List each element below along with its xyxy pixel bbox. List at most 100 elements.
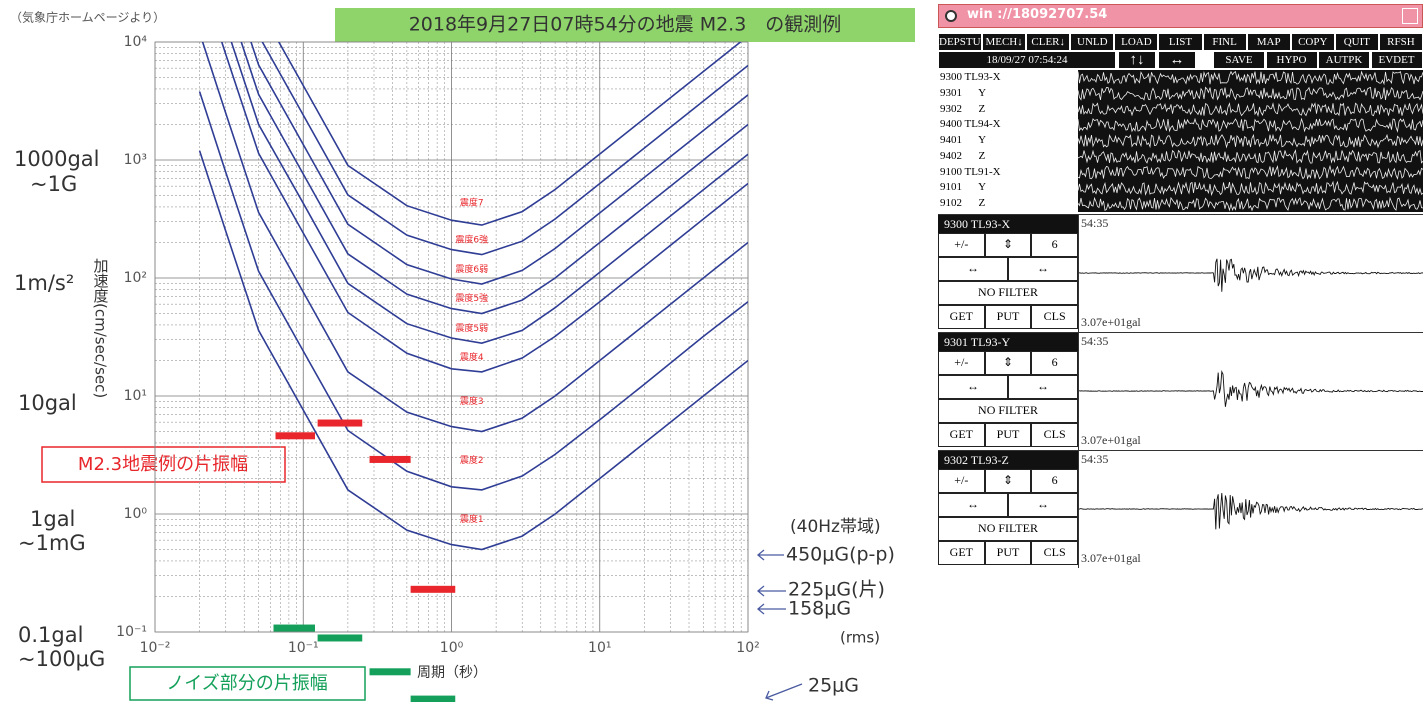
side-note: (40Hz帯域) [790,517,881,537]
trace-panel: 9301 TL93-Y+/-⇕6↔↔NO FILTERGETPUTCLS54:3… [938,332,1423,450]
control-button[interactable]: +/- [938,469,985,493]
title-bar: win ://18092707.54 [938,4,1423,28]
source-note: （気象庁ホームページより） [10,10,165,25]
unit-label: ~1G [30,172,77,196]
menu-button[interactable]: MAP [1247,33,1291,51]
monitor-trace [1078,72,1423,85]
curve-label: 震度4 [460,351,484,363]
trace-area: 54:353.07e+01gal [1078,451,1423,568]
menu-button[interactable]: ↑↓ [1118,51,1156,69]
unit-label: 10gal [18,391,77,415]
unit-label: 1gal [30,507,75,531]
channel-list: 9300 TL93-X9301 Y9302 Z9400 TL94-X9401 Y… [938,70,1423,212]
arrow [758,604,786,614]
trace-scale: 3.07e+01gal [1081,315,1141,330]
amplitude-bar [411,586,456,593]
control-button[interactable]: 6 [1031,351,1078,375]
control-button[interactable]: GET [938,423,985,447]
control-button[interactable]: GET [938,541,985,565]
trace [1079,259,1423,292]
amplitude-bar [370,456,411,463]
control-button[interactable]: ⇕ [985,351,1032,375]
menu-button[interactable]: QUIT [1335,33,1379,51]
control-button[interactable]: +/- [938,233,985,257]
channel-label: 9301 Y [940,86,1076,102]
trace-panel: 9300 TL93-X+/-⇕6↔↔NO FILTERGETPUTCLS54:3… [938,214,1423,332]
monitor-trace [1078,166,1423,179]
control-button[interactable]: PUT [985,305,1032,329]
menu-button[interactable]: MECH↓ [982,33,1026,51]
y-tick-label: 10⁻¹ [116,624,147,640]
control-button[interactable]: ↔ [938,493,1008,517]
control-button[interactable]: PUT [985,541,1032,565]
panel-title: 9300 TL93-X [938,215,1078,233]
control-button[interactable]: ⇕ [985,233,1032,257]
control-button[interactable]: NO FILTER [938,281,1078,305]
control-button[interactable]: 6 [1031,469,1078,493]
menu-button[interactable]: ↔ [1158,51,1196,69]
channel-label: 9302 Z [940,102,1076,118]
amplitude-bar [318,420,363,427]
menu-button[interactable]: LIST [1158,33,1202,51]
menu-button[interactable]: FINL [1203,33,1247,51]
control-button[interactable]: NO FILTER [938,517,1078,541]
trace [1079,493,1423,529]
unit-label: ~1mG [18,531,86,555]
menu-button[interactable]: AUTPK [1318,51,1370,69]
control-button[interactable]: PUT [985,423,1032,447]
y-tick-label: 10² [124,270,147,286]
window-button [1402,8,1418,24]
control-button[interactable]: CLS [1031,541,1078,565]
control-button[interactable]: ↔ [938,375,1008,399]
control-button[interactable]: NO FILTER [938,399,1078,423]
control-button[interactable]: ↔ [938,257,1008,281]
menu-button[interactable]: COPY [1291,33,1335,51]
menu-button[interactable]: EVDET [1371,51,1423,69]
trace-time: 54:35 [1081,216,1108,231]
arrow [758,550,784,560]
x-tick-label: 10¹ [588,640,611,656]
curve-label: 震度2 [460,454,484,466]
page: 2018年9月27日07時54分の地震 M2.3 の観測例 （気象庁ホームページ… [0,0,1423,702]
menu-button[interactable]: SAVE [1213,51,1265,69]
menu-button[interactable]: HYPO [1266,51,1318,69]
side-note: (rms) [840,629,880,647]
control-button[interactable]: 6 [1031,233,1078,257]
datetime[interactable]: 18/09/27 07:54:24 [938,51,1116,69]
control-button[interactable]: +/- [938,351,985,375]
x-axis-label: 周期（秒） [417,665,487,681]
chart: 2018年9月27日07時54分の地震 M2.3 の観測例 （気象庁ホームページ… [0,0,935,702]
control-button[interactable]: ⇕ [985,469,1032,493]
amplitude-bar [318,634,363,641]
control-button[interactable]: CLS [1031,423,1078,447]
arrow [758,586,786,596]
monitor-trace [1078,182,1423,195]
control-button[interactable]: ↔ [1008,375,1078,399]
legend-label: ノイズ部分の片振幅 [166,673,327,694]
curve-label: 震度5弱 [455,322,488,334]
control-button[interactable]: ↔ [1008,257,1078,281]
curve-label: 震度6弱 [455,263,488,275]
window-title: win ://18092707.54 [967,7,1107,22]
menu-button[interactable]: DEPSTUP [938,33,982,51]
trace [1079,372,1423,407]
monitor-trace [1078,135,1423,148]
unit-label: 1000gal [14,147,99,171]
menu-button[interactable]: RFSH [1379,33,1423,51]
panel-title: 9301 TL93-Y [938,333,1078,351]
channel-label: 9401 Y [940,133,1076,149]
trace-scale: 3.07e+01gal [1081,433,1141,448]
side-note: 25μG [808,675,859,697]
control-button[interactable]: CLS [1031,305,1078,329]
channel-label: 9402 Z [940,149,1076,165]
control-button[interactable]: ↔ [1008,493,1078,517]
menu-button[interactable]: UNLD [1070,33,1114,51]
y-tick-label: 10¹ [124,388,147,404]
control-button[interactable]: GET [938,305,985,329]
menu-button[interactable]: CLER↓ [1026,33,1070,51]
amplitude-bar [274,625,315,632]
y-tick-label: 10⁰ [124,506,148,522]
menu-button[interactable]: LOAD [1114,33,1158,51]
window-icon [945,10,957,22]
